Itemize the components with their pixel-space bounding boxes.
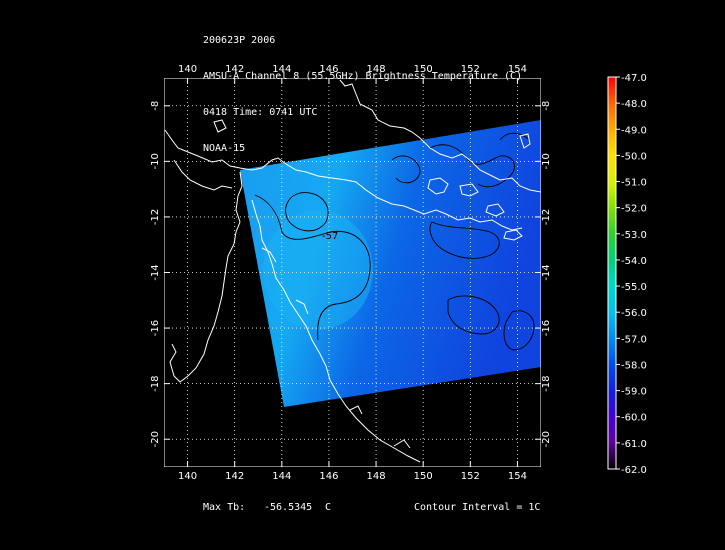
- lon-tick-top: 152: [461, 64, 480, 75]
- product-title: AMSU-A Channel 8 (55.5GHz) Brightness Te…: [203, 71, 523, 82]
- lon-tick-top: 154: [508, 64, 527, 75]
- lon-tick-top: 146: [319, 64, 338, 75]
- lat-tick-right: -12: [541, 209, 552, 225]
- coastline: [164, 79, 541, 463]
- lon-tick-top: 142: [225, 64, 244, 75]
- lat-tick-left: -12: [150, 209, 161, 225]
- lon-tick-top: 148: [367, 64, 386, 75]
- contour-label: -57: [322, 231, 338, 242]
- lon-tick-top: 150: [414, 64, 433, 75]
- lon-tick-top: 144: [272, 64, 291, 75]
- graticule: [164, 78, 541, 467]
- lat-tick-right: -16: [541, 320, 552, 336]
- warm-core: [263, 210, 373, 330]
- colorbar-ramp: [607, 76, 617, 470]
- contour-interval: Contour Interval = 1C: [414, 502, 541, 513]
- colorbar-label: -52.0: [621, 204, 647, 215]
- colorbar-label: -59.0: [621, 387, 647, 398]
- colorbar-label: -54.0: [621, 256, 647, 267]
- colorbar-label: -47.0: [621, 73, 647, 84]
- lat-tick-left: -16: [150, 320, 161, 336]
- brightness-swath: [240, 120, 541, 407]
- max-tb-value: -56.5345: [264, 502, 313, 513]
- lon-tick-bottom: 142: [225, 471, 244, 482]
- lat-tick-right: -14: [541, 264, 552, 280]
- colorbar-label: -62.0: [621, 465, 647, 476]
- lat-tick-left: -20: [150, 431, 161, 447]
- colorbar-label: -61.0: [621, 439, 647, 450]
- colorbar-label: -55.0: [621, 282, 647, 293]
- colorbar-label: -58.0: [621, 360, 647, 371]
- colorbar-label: -53.0: [621, 230, 647, 241]
- axis-ticks: 140 140 142 142 144 144 146 146 148 148 150 150 152 1…: [150, 64, 552, 482]
- colorbar-label: -48.0: [621, 99, 647, 110]
- colorbar-labels: -47.0 -48.0 -49.0 -50.0 -51.0 -52.0 -53.0 -54.0…: [616, 73, 647, 476]
- lat-tick-left: -10: [150, 153, 161, 169]
- colorbar-label: -57.0: [621, 334, 647, 345]
- lat-tick-right: -10: [541, 153, 552, 169]
- colorbar-label: -50.0: [621, 151, 647, 162]
- lon-tick-bottom: 146: [319, 471, 338, 482]
- lon-tick-bottom: 144: [272, 471, 291, 482]
- lat-tick-left: -14: [150, 264, 161, 280]
- lon-tick-top: 140: [178, 64, 197, 75]
- lat-tick-right: -20: [541, 431, 552, 447]
- title-block: 200623P 2006 AMSU-A Channel 8 (55.5GHz) …: [203, 11, 522, 167]
- colorbar-label: -49.0: [621, 125, 647, 136]
- colorbar-label: -56.0: [621, 308, 647, 319]
- date-time: 0418 Time: 0741 UTC: [203, 107, 318, 118]
- max-tb-unit: C: [325, 502, 332, 513]
- lon-tick-bottom: 150: [414, 471, 433, 482]
- satellite-name: NOAA-15: [203, 143, 246, 154]
- lat-tick-right: -8: [541, 101, 552, 111]
- lon-tick-bottom: 140: [178, 471, 197, 482]
- max-tb-label: Max Tb:: [203, 502, 246, 513]
- colorbar-label: -51.0: [621, 178, 647, 189]
- lon-tick-bottom: 154: [508, 471, 527, 482]
- lat-tick-left: -18: [150, 375, 161, 391]
- colorbar-label: -60.0: [621, 413, 647, 424]
- storm-id: 200623P 2006: [203, 35, 276, 46]
- lat-tick-left: -8: [150, 101, 161, 111]
- lon-tick-bottom: 152: [461, 471, 480, 482]
- contour-lines: [254, 132, 535, 351]
- lat-tick-right: -18: [541, 375, 552, 391]
- lon-tick-bottom: 148: [367, 471, 386, 482]
